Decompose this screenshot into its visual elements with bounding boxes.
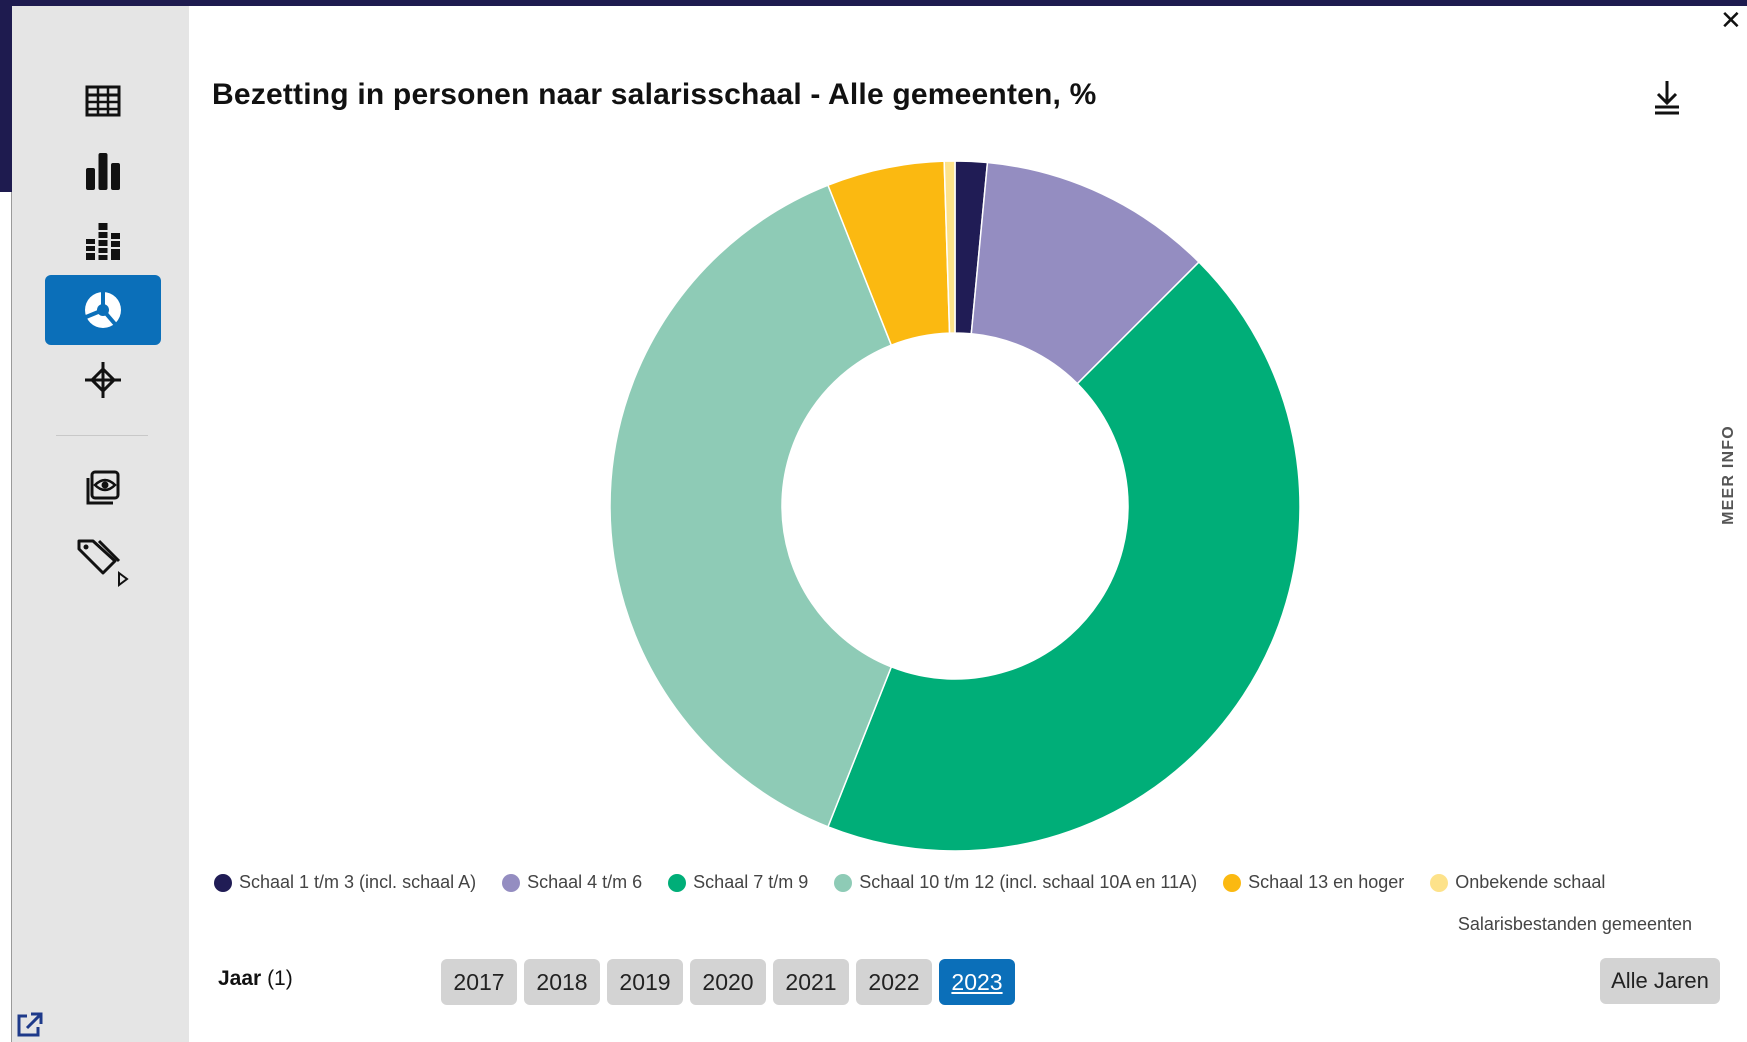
all-years-button[interactable]: Alle Jaren bbox=[1600, 958, 1720, 1004]
top-border bbox=[0, 0, 1747, 6]
view-sidebar bbox=[12, 6, 189, 1042]
chart-source: Salarisbestanden gemeenten bbox=[1457, 914, 1692, 934]
tags-button[interactable] bbox=[45, 526, 161, 596]
legend-item[interactable]: Schaal 7 t/m 9 bbox=[668, 872, 808, 893]
stacked-bar-icon bbox=[86, 223, 120, 260]
year-button-2020[interactable]: 2020 bbox=[690, 959, 766, 1005]
legend-label: Schaal 10 t/m 12 (incl. schaal 10A en 11… bbox=[859, 872, 1198, 892]
year-button-group: 2017 2018 2019 2020 2021 2022 2023 bbox=[441, 959, 1022, 1005]
stacked-chart-view-button[interactable] bbox=[45, 206, 161, 276]
legend-swatch bbox=[668, 873, 687, 892]
download-icon bbox=[1655, 81, 1679, 115]
legend-item[interactable]: Schaal 1 t/m 3 (incl. schaal A) bbox=[214, 872, 476, 893]
sidebar-divider bbox=[56, 435, 148, 436]
year-button-2017[interactable]: 2017 bbox=[441, 959, 517, 1005]
chart-title: Bezetting in personen naar salarisschaal… bbox=[212, 78, 1097, 111]
external-link-icon bbox=[17, 1012, 43, 1037]
legend-swatch bbox=[1430, 873, 1449, 892]
year-button-2018[interactable]: 2018 bbox=[524, 959, 600, 1005]
donut-slice[interactable] bbox=[970, 161, 1201, 385]
legend-item[interactable]: Schaal 4 t/m 6 bbox=[502, 872, 642, 893]
year-filter-count: (1) bbox=[267, 967, 293, 990]
open-external-link[interactable] bbox=[14, 1010, 44, 1040]
table-view-button[interactable] bbox=[45, 66, 161, 136]
legend-swatch bbox=[502, 873, 521, 892]
donut-slice[interactable] bbox=[943, 160, 956, 334]
legend-label: Schaal 1 t/m 3 (incl. schaal A) bbox=[239, 872, 477, 892]
panel-border bbox=[11, 192, 12, 1042]
legend-label: Onbekende schaal bbox=[1455, 872, 1606, 892]
bar-chart-icon bbox=[86, 153, 120, 190]
year-filter-title: Jaar bbox=[218, 967, 262, 990]
legend-swatch bbox=[834, 873, 853, 892]
legend-swatch bbox=[1223, 873, 1242, 892]
legend-label: Schaal 7 t/m 9 bbox=[693, 872, 809, 892]
year-filter-label: Jaar (1) bbox=[218, 967, 293, 991]
legend-item[interactable]: Schaal 13 en hoger bbox=[1223, 872, 1404, 893]
eye-icon bbox=[86, 470, 120, 505]
legend-label: Schaal 13 en hoger bbox=[1248, 872, 1405, 892]
download-button[interactable] bbox=[1646, 76, 1688, 118]
year-button-2021[interactable]: 2021 bbox=[773, 959, 849, 1005]
legend-item[interactable]: Schaal 10 t/m 12 (incl. schaal 10A en 11… bbox=[834, 872, 1197, 893]
legend-item[interactable]: Onbekende schaal bbox=[1430, 872, 1605, 893]
pie-chart-view-button[interactable] bbox=[45, 275, 161, 345]
table-icon bbox=[85, 85, 121, 117]
tag-icon bbox=[77, 539, 129, 587]
year-button-2022[interactable]: 2022 bbox=[856, 959, 932, 1005]
crosshair-icon bbox=[85, 362, 121, 398]
donut-slice[interactable] bbox=[827, 260, 1301, 852]
legend-swatch bbox=[214, 873, 232, 892]
close-button[interactable]: ✕ bbox=[1720, 5, 1742, 35]
donut-slice[interactable] bbox=[609, 184, 893, 828]
background-panel-edge bbox=[0, 0, 12, 192]
preview-button[interactable] bbox=[45, 453, 161, 523]
year-button-2023[interactable]: 2023 bbox=[939, 959, 1015, 1005]
year-button-2019[interactable]: 2019 bbox=[607, 959, 683, 1005]
bar-chart-view-button[interactable] bbox=[45, 136, 161, 206]
scatter-view-button[interactable] bbox=[45, 345, 161, 415]
chart-legend: Schaal 1 t/m 3 (incl. schaal A) Schaal 4 … bbox=[214, 872, 1605, 893]
legend-label: Schaal 4 t/m 6 bbox=[527, 872, 643, 892]
pie-chart-icon bbox=[85, 291, 121, 328]
